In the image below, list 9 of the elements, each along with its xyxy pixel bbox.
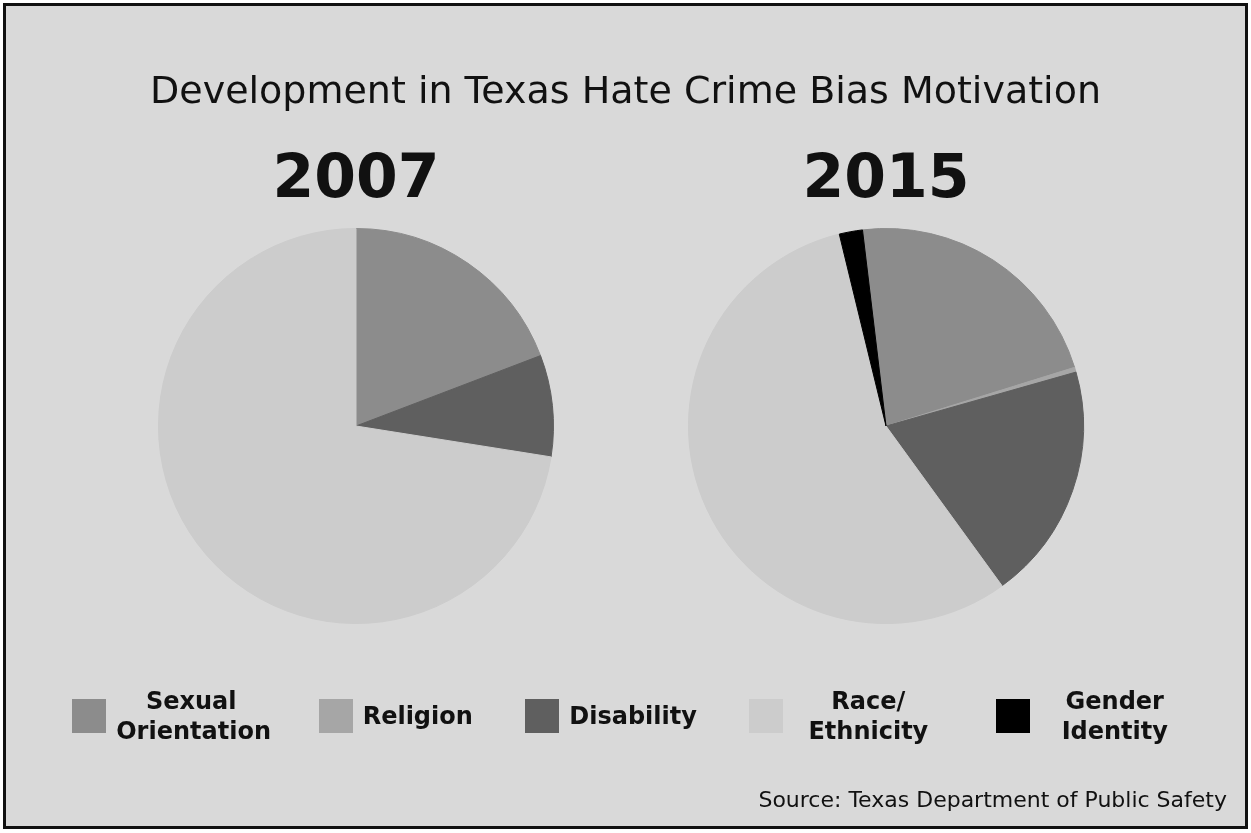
source-note: Source: Texas Department of Public Safety bbox=[758, 787, 1227, 812]
legend-label: Gender Identity bbox=[1060, 686, 1169, 746]
legend-label: Religion bbox=[362, 701, 473, 731]
slice-label: 2015 bbox=[801, 140, 971, 213]
legend-label: Disability bbox=[569, 701, 697, 731]
chart-title: Development in Texas Hate Crime Bias Motivation bbox=[149, 68, 1102, 112]
slice-label: 2007 bbox=[271, 140, 441, 213]
legend-label: Sexual Orientation bbox=[116, 686, 271, 746]
legend-label: Race/ Ethnicity bbox=[807, 686, 930, 746]
